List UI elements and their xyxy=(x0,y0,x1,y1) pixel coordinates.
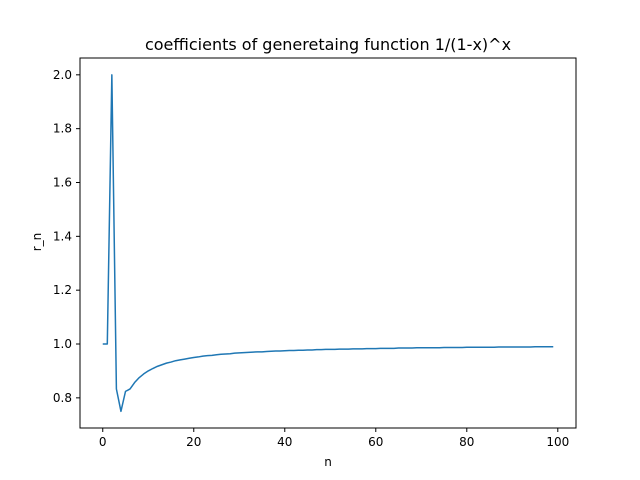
y-axis-ticks: 0.8 1.0 1.2 1.4 1.6 1.8 2.0 xyxy=(53,68,80,405)
y-tick-label: 2.0 xyxy=(53,68,72,82)
x-tick-label: 40 xyxy=(277,435,292,449)
y-tick-label: 1.6 xyxy=(53,175,72,189)
x-tick-label: 80 xyxy=(459,435,474,449)
x-axis-ticks: 0 20 40 60 80 100 xyxy=(99,428,569,449)
axes-frame xyxy=(79,57,577,429)
y-axis-label: r_n xyxy=(30,233,44,252)
y-tick-label: 1.2 xyxy=(53,283,72,297)
x-tick-label: 60 xyxy=(368,435,383,449)
chart-title: coefficients of generetaing function 1/(… xyxy=(145,35,511,54)
x-tick-label: 0 xyxy=(99,435,107,449)
plot-area xyxy=(102,74,554,413)
x-tick-label: 100 xyxy=(546,435,569,449)
y-tick-label: 1.0 xyxy=(53,337,72,351)
series-line-0 xyxy=(102,74,554,413)
y-tick-label: 1.8 xyxy=(53,122,72,136)
y-tick-label: 1.4 xyxy=(53,229,72,243)
x-axis-label: n xyxy=(324,455,332,469)
x-tick-label: 20 xyxy=(186,435,201,449)
y-tick-label: 0.8 xyxy=(53,391,72,405)
